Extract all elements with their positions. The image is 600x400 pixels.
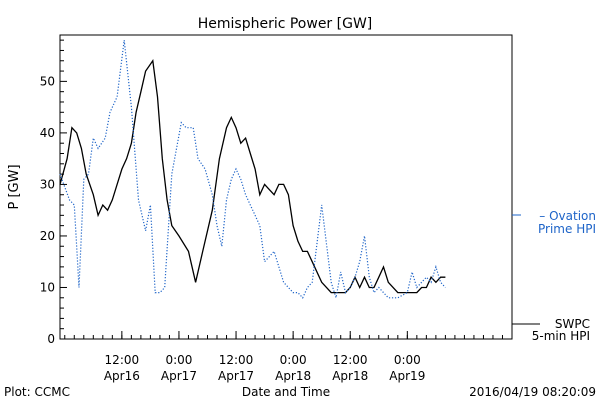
x-tick-label: 0:00 — [165, 353, 192, 367]
plot-credit: Plot: CCMC — [4, 385, 70, 399]
legend-ovation-label: – Ovation — [539, 209, 596, 223]
swpc-hpi-line — [59, 59, 446, 294]
y-tick-label: 50 — [40, 74, 55, 88]
y-tick-label: 40 — [40, 126, 55, 140]
x-tick-label: 0:00 — [280, 353, 307, 367]
y-axis-label: P [GW] — [7, 164, 22, 209]
y-tick-label: 30 — [40, 177, 55, 191]
legend-swpc-label: SWPC — [555, 317, 590, 331]
x-tick-sublabel: Apr19 — [389, 369, 425, 383]
plot-frame — [59, 34, 513, 340]
x-axis: 12:00 Apr16 0:00 Apr17 12:00 Apr17 0:00 Apr18 12… — [64, 331, 513, 383]
series-layer — [59, 40, 446, 299]
y-tick-label: 10 — [40, 280, 55, 294]
x-tick-label: 12:00 — [219, 353, 254, 367]
x-tick-label: 0:00 — [394, 353, 421, 367]
x-axis-label: Date and Time — [242, 385, 330, 399]
legend-ovation-label: Prime HPI — [538, 222, 596, 236]
x-tick-sublabel: Apr17 — [218, 369, 254, 383]
ovation-prime-hpi-line — [59, 40, 446, 299]
plot-timestamp: 2016/04/19 08:20:09 — [469, 385, 596, 399]
x-tick-sublabel: Apr16 — [104, 369, 140, 383]
x-tick-label: 12:00 — [105, 353, 140, 367]
x-tick-sublabel: Apr18 — [275, 369, 311, 383]
y-axis: 0 10 20 30 40 50 — [40, 39, 67, 346]
legend-swpc-label: 5-min HPI — [532, 329, 590, 343]
y-tick-label: 0 — [47, 332, 55, 346]
chart-title: Hemispheric Power [GW] — [198, 16, 373, 32]
y-tick-label: 20 — [40, 229, 55, 243]
x-tick-label: 12:00 — [333, 353, 368, 367]
x-tick-sublabel: Apr17 — [161, 369, 197, 383]
x-tick-sublabel: Apr18 — [332, 369, 368, 383]
